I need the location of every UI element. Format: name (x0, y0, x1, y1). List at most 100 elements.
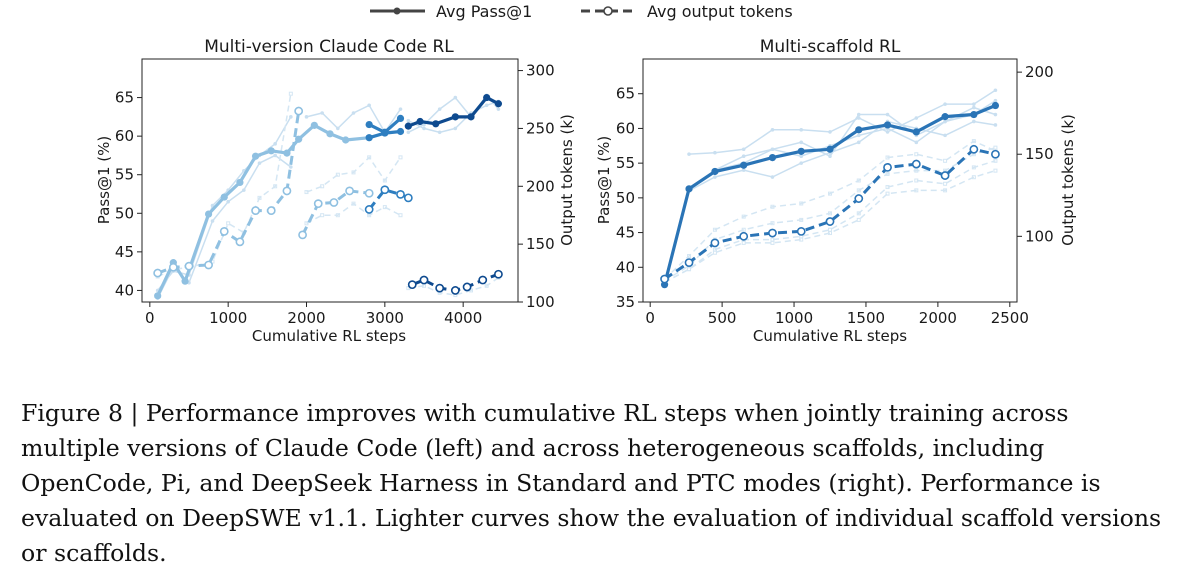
left-bg-pass-point (406, 118, 411, 123)
right-pass-point (970, 110, 978, 119)
left-bg-pass-point (289, 115, 293, 119)
right-tokens-point (991, 149, 1000, 159)
right-bg-tokens-point (943, 158, 948, 163)
right-bg-pass-point (687, 152, 691, 156)
left-pass-point (365, 134, 373, 142)
left-tokens-point (313, 199, 323, 209)
right-bg-tokens-point (741, 240, 746, 245)
right-tokens-point (825, 217, 835, 226)
right-bg-pass-point (993, 98, 998, 103)
left-pass-point (342, 136, 350, 144)
right-bg-tokens-point (687, 254, 692, 259)
left-bg-pass-point (226, 199, 230, 204)
left-bg-tokens-point (382, 178, 387, 183)
right-bg-pass-point (770, 175, 775, 179)
left-bg-pass-point (210, 203, 215, 208)
right-xtick-label: 1000 (775, 309, 813, 327)
left-y2tick-label: 100 (526, 293, 555, 311)
right-bg-tokens-point (828, 211, 832, 216)
left-tokens-point (329, 198, 339, 207)
left-bg-pass-point (336, 126, 340, 131)
right-bg-tokens-line-1 (664, 160, 996, 283)
right-tokens-point (969, 144, 979, 154)
left-pass-point (396, 127, 405, 136)
right-bg-pass-point (799, 140, 804, 145)
left-tokens-point (345, 186, 354, 196)
left-bg-pass-point (257, 161, 262, 165)
right-bg-tokens-point (741, 227, 746, 232)
left-bg-tokens-line-0 (157, 93, 292, 278)
right-xtick-label: 2000 (919, 309, 957, 327)
right-bg-tokens-point (687, 267, 692, 272)
left-bg-pass-point (289, 165, 293, 169)
right-bg-tokens-point (971, 165, 976, 170)
left-pass-point (483, 93, 491, 102)
left-tokens-point (435, 283, 445, 293)
left-xtick-label: 0 (145, 309, 155, 327)
right-pass-point (768, 153, 777, 162)
right-ytick-label: 55 (616, 154, 635, 172)
left-pass-point (295, 135, 303, 143)
right-bg-pass-line-3 (714, 100, 996, 171)
left-pass-point (204, 210, 213, 218)
right-ytick-label: 40 (616, 258, 635, 276)
right-bg-pass-point (972, 119, 976, 124)
left-ytick-label: 50 (115, 204, 134, 222)
chart-right-y2label: Output tokens (k) (1059, 114, 1077, 246)
right-bg-pass-point (741, 147, 746, 152)
left-pass-point (494, 100, 503, 108)
right-pass-point (685, 185, 693, 193)
right-xtick-label: 500 (708, 309, 737, 327)
left-bg-tokens-point (304, 221, 309, 226)
right-bg-pass-point (943, 119, 947, 124)
right-tokens-point (739, 231, 749, 241)
right-tokens-point (854, 194, 864, 203)
right-pass-point (991, 101, 1000, 110)
left-bg-tokens-point (351, 170, 356, 175)
legend-pass-label: Avg Pass@1 (436, 2, 532, 21)
right-bg-pass-point (885, 130, 890, 134)
left-ytick-label: 45 (115, 243, 134, 261)
right-bg-pass-point (993, 112, 998, 117)
right-bg-pass-point (943, 133, 947, 138)
left-bg-tokens-point (398, 213, 403, 218)
right-bg-tokens-point (914, 178, 919, 183)
right-xtick-label: 0 (645, 309, 655, 327)
left-bg-tokens-point (382, 205, 387, 210)
right-bg-pass-point (972, 105, 976, 110)
left-bg-pass-point (437, 130, 442, 135)
left-tokens-point (407, 280, 417, 290)
right-bg-tokens-point (799, 201, 804, 206)
right-bg-pass-point (828, 154, 832, 158)
left-bg-tokens-point (351, 201, 356, 206)
chart-right-frame (642, 58, 1018, 303)
right-bg-tokens-point (828, 191, 832, 196)
chart-left-plot-area: 0 1000 2000 3000 4000 40 45 50 55 60 65 100 150 200 25… (115, 62, 555, 327)
right-bg-tokens-point (993, 168, 998, 173)
left-tokens-point (364, 188, 374, 198)
left-bg-pass-point (273, 142, 277, 146)
left-y2tick-label: 250 (526, 119, 555, 137)
right-bg-pass-point (799, 154, 804, 158)
right-y2tick-label: 150 (1025, 145, 1054, 163)
legend: Avg Pass@1 Avg output tokens (370, 2, 793, 21)
left-pass-point (236, 178, 244, 187)
left-tokens-point (364, 205, 374, 214)
left-bg-tokens-line-2 (306, 156, 402, 193)
left-bg-tokens-line-1 (306, 202, 401, 224)
left-tokens-line-0 (157, 110, 301, 275)
right-bg-tokens-point (770, 204, 775, 209)
left-tokens-point (219, 227, 229, 236)
right-bg-pass-point (885, 112, 890, 117)
left-tokens-point (235, 237, 245, 247)
left-tokens-point (184, 261, 194, 271)
right-bg-pass-point (770, 147, 775, 152)
legend-tokens-marker (603, 6, 613, 16)
left-pass-point (251, 152, 260, 160)
left-tokens-point (266, 206, 276, 215)
left-bg-pass-point (242, 188, 246, 192)
right-bg-pass-point (741, 168, 746, 172)
left-pass-point (310, 121, 318, 129)
right-bg-tokens-point (993, 145, 998, 150)
right-bg-pass-line-0 (688, 89, 996, 155)
